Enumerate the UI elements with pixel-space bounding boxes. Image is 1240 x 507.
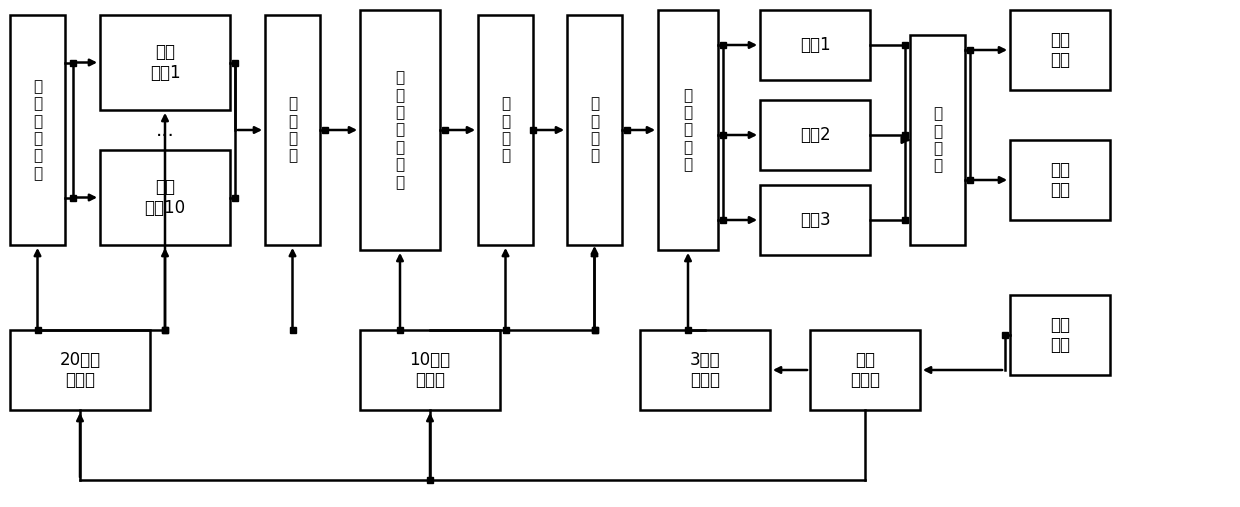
Text: 映
射
查
找
表: 映 射 查 找 表 — [683, 88, 693, 172]
Bar — [100, 15, 229, 110]
Bar — [810, 330, 920, 410]
Text: 移
位
缓
存: 移 位 缓 存 — [501, 96, 510, 164]
Bar — [1011, 10, 1110, 90]
Bar — [640, 330, 770, 410]
Text: 端
口
串
并
转
换: 端 口 串 并 转 换 — [33, 79, 42, 181]
Bar — [760, 100, 870, 170]
Text: 采集
数据: 采集 数据 — [1050, 30, 1070, 69]
Text: 数据3: 数据3 — [800, 211, 831, 229]
Bar — [760, 185, 870, 255]
Text: 数据2: 数据2 — [800, 126, 831, 144]
Bar — [910, 35, 965, 245]
Text: 状态
标志: 状态 标志 — [1050, 161, 1070, 199]
Bar — [477, 15, 533, 245]
Bar — [658, 10, 718, 250]
Bar — [760, 10, 870, 80]
Text: 数据
缓存1: 数据 缓存1 — [150, 43, 180, 82]
Bar — [100, 150, 229, 245]
Text: 时钟
管理器: 时钟 管理器 — [849, 351, 880, 389]
Bar — [10, 330, 150, 410]
Bar — [1011, 295, 1110, 375]
Bar — [360, 330, 500, 410]
Text: ...: ... — [156, 121, 175, 139]
Text: 采集
时钟: 采集 时钟 — [1050, 315, 1070, 354]
Bar — [265, 15, 320, 245]
Text: 数据
缓存10: 数据 缓存10 — [144, 178, 186, 217]
Bar — [360, 10, 440, 250]
Bar — [1011, 140, 1110, 220]
Text: 同
步
头
识
别
检
测: 同 步 头 识 别 检 测 — [396, 70, 404, 190]
Text: 数
据
提
取: 数 据 提 取 — [590, 96, 599, 164]
Text: 20倍采
集时钟: 20倍采 集时钟 — [60, 351, 100, 389]
Text: 数据1: 数据1 — [800, 36, 831, 54]
Text: 数
据
组
合: 数 据 组 合 — [932, 106, 942, 173]
Text: 3倍采
集时钟: 3倍采 集时钟 — [689, 351, 720, 389]
Bar — [567, 15, 622, 245]
Text: 10倍采
集时钟: 10倍采 集时钟 — [409, 351, 450, 389]
Bar — [10, 15, 64, 245]
Text: 并
串
转
换: 并 串 转 换 — [288, 96, 298, 164]
